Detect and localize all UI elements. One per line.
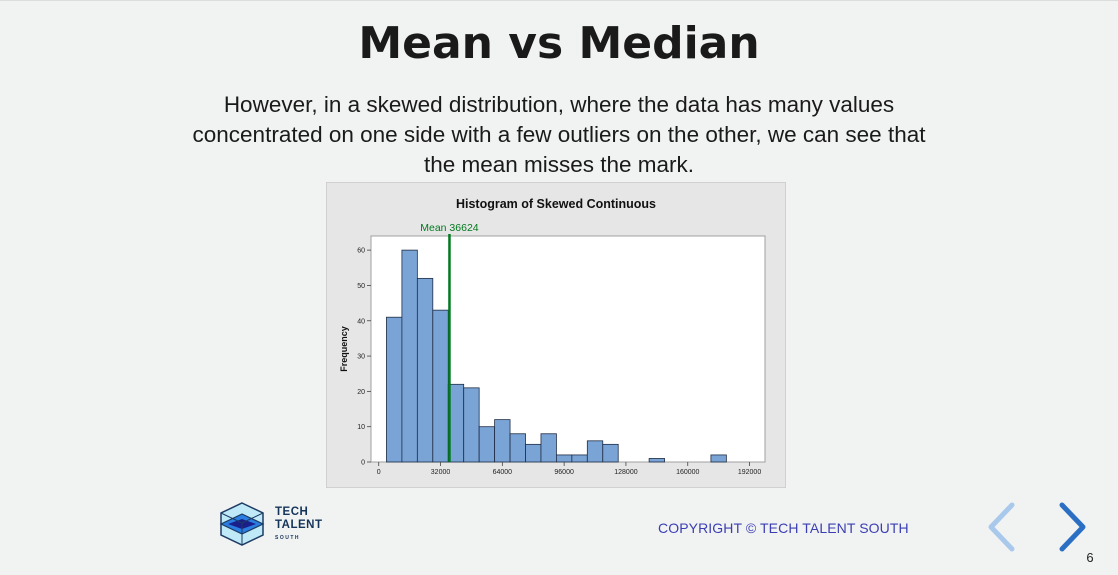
- histogram-bar: [571, 454, 588, 463]
- y-axis-ticks: 0 10 20 30 40 50 60: [357, 248, 371, 467]
- x-tick-label: 160000: [676, 469, 699, 476]
- chevron-right-icon[interactable]: [1055, 502, 1089, 552]
- y-tick-label: 20: [357, 389, 365, 396]
- x-tick-label: 96000: [554, 469, 574, 476]
- mean-label: Mean 36624: [420, 222, 479, 234]
- x-tick-label: 0: [377, 469, 381, 476]
- y-axis-label: Frequency: [339, 326, 349, 372]
- histogram-bar: [386, 316, 403, 463]
- histogram-bar: [586, 440, 604, 463]
- x-tick-label: 192000: [738, 469, 761, 476]
- slide-body-text: However, in a skewed distribution, where…: [170, 90, 948, 180]
- y-tick-label: 30: [357, 354, 365, 361]
- x-axis-ticks: 0 32000 64000 96000 128000 160000 192000: [377, 462, 761, 476]
- x-tick-label: 128000: [614, 469, 637, 476]
- histogram-bar: [540, 433, 557, 463]
- histogram-bar: [556, 454, 573, 463]
- page-number: 6: [1086, 550, 1094, 565]
- histogram-bar: [401, 249, 418, 463]
- chart-title: Histogram of Skewed Continuous: [456, 197, 656, 211]
- logo-line-south: SOUTH: [275, 535, 300, 541]
- histogram-bar: [463, 387, 480, 463]
- top-border: [0, 0, 1118, 1]
- y-tick-label: 50: [357, 283, 365, 290]
- histogram-bar: [432, 309, 449, 463]
- histogram-bar: [710, 454, 727, 463]
- histogram-bar: [648, 458, 665, 463]
- cube-logo-icon: [219, 502, 265, 546]
- mean-reference: Mean 36624: [420, 222, 479, 462]
- body-line: However, in a skewed distribution, where…: [223, 92, 895, 117]
- histogram-bar: [478, 426, 496, 463]
- tech-talent-south-logo: [219, 502, 265, 546]
- x-tick-label: 32000: [431, 469, 451, 476]
- chevron-left-icon[interactable]: [985, 502, 1019, 552]
- body-line: the mean misses the mark.: [423, 152, 695, 177]
- histogram-bar: [525, 443, 542, 463]
- y-tick-label: 0: [361, 460, 365, 467]
- histogram-bar: [416, 277, 434, 463]
- histogram-bar: [509, 433, 526, 463]
- histogram-bar: [494, 419, 511, 463]
- logo-line-talent: TALENT: [275, 519, 323, 531]
- y-tick-label: 60: [357, 248, 365, 255]
- histogram-figure: Histogram of Skewed Continuous Frequency…: [326, 182, 786, 488]
- y-tick-label: 40: [357, 318, 365, 325]
- y-tick-label: 10: [357, 424, 365, 431]
- logo-line-tech: TECH: [275, 506, 309, 518]
- body-line: concentrated on one side with a few outl…: [192, 122, 926, 147]
- histogram-bar: [602, 443, 619, 463]
- copyright-text: COPYRIGHT © TECH TALENT SOUTH: [658, 520, 909, 536]
- x-tick-label: 64000: [493, 469, 513, 476]
- bars-group: [386, 249, 727, 463]
- slide-title: Mean vs Median: [358, 18, 760, 69]
- histogram-chart: Histogram of Skewed Continuous Frequency…: [339, 197, 766, 476]
- logo-wordmark: TECH TALENT SOUTH: [275, 506, 323, 542]
